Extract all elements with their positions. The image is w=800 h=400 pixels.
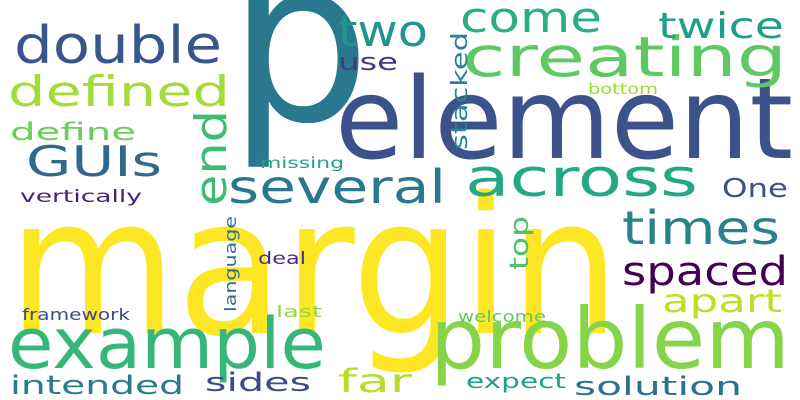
word-bottom: bottom [588,80,658,98]
word-far: far [338,362,413,400]
word-margin: margin [8,157,620,378]
word-two: two [338,6,428,57]
word-element: element [335,55,793,185]
word-stacked: stacked [448,32,473,150]
word-spaced: spaced [622,249,788,295]
word-deal: deal [258,249,306,269]
word-intended: intended [10,371,184,400]
word-expect: expect [466,369,566,393]
word-top: top [505,216,535,270]
word-One: One [722,174,788,204]
word-come: come [460,0,602,42]
word-defined: defined [8,67,230,116]
word-several: several [228,160,446,214]
word-end: end [186,110,237,206]
word-twice: twice [658,6,784,47]
word-problem: problem [430,290,790,388]
word-double: double [14,16,222,76]
word-apart: apart [662,282,782,320]
word-missing: missing [260,154,344,172]
word-p: p [228,0,371,174]
word-language: language [221,216,240,312]
word-sides: sides [205,368,311,398]
word-use: use [338,48,398,76]
word-creating: creating [462,25,787,89]
word-example: example [8,303,326,385]
word-solution: solution [574,372,742,400]
word-last: last [276,302,322,321]
word-across: across [465,149,698,209]
word-times: times [622,201,780,255]
word-welcome: welcome [458,307,546,326]
word-vertically: vertically [20,187,142,207]
word-GUIs: GUIs [26,137,162,186]
word-define: define [10,118,136,146]
word-framework: framework [22,305,131,324]
